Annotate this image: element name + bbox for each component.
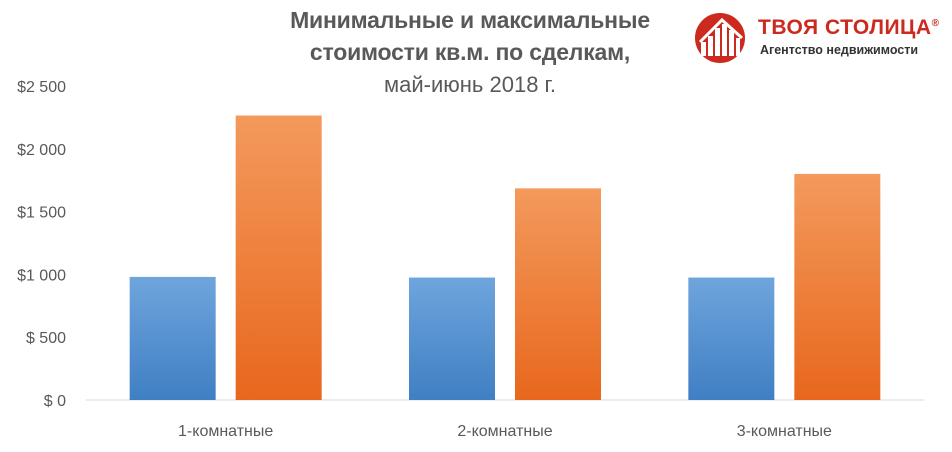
y-tick-label: $1 000 bbox=[17, 267, 66, 284]
chart-subtitle: май-июнь 2018 г. bbox=[384, 72, 556, 97]
y-tick-label: $ 0 bbox=[44, 393, 66, 410]
y-tick-label: $ 500 bbox=[26, 330, 66, 347]
x-axis-category-labels: 1-комнатные 2-комнатные 3-комнатные bbox=[178, 423, 832, 440]
y-tick-label: $2 000 bbox=[17, 142, 66, 159]
chart-title-line-1: Минимальные и максимальные bbox=[290, 7, 650, 33]
logo-registered-mark: ® bbox=[931, 18, 940, 29]
bar-min-3 bbox=[688, 277, 775, 400]
y-tick-label: $1 500 bbox=[17, 205, 66, 222]
x-category-label: 1-комнатные bbox=[178, 423, 273, 440]
company-logo: ТВОЯ СТОЛИЦА® Агентство недвижимости bbox=[690, 10, 952, 66]
bar-max-1 bbox=[235, 115, 322, 401]
y-axis-tick-labels: $ 0 $ 500 $1 000 $1 500 $2 000 $2 500 bbox=[17, 79, 66, 410]
chart-title: Минимальные и максимальные стоимости кв.… bbox=[255, 4, 685, 100]
bar-min-2 bbox=[409, 277, 495, 400]
bars bbox=[129, 115, 881, 401]
logo-name: ТВОЯ СТОЛИЦА® bbox=[758, 16, 939, 40]
logo-tagline: Агентство недвижимости bbox=[760, 43, 919, 57]
bar-max-2 bbox=[515, 188, 601, 400]
bar-max-3 bbox=[794, 173, 881, 400]
y-tick-label: $2 500 bbox=[17, 79, 66, 96]
logo-building-icon bbox=[695, 13, 745, 63]
bar-min-1 bbox=[129, 276, 216, 400]
x-category-label: 2-комнатные bbox=[457, 423, 552, 440]
x-category-label: 3-комнатные bbox=[737, 423, 832, 440]
logo-name-text: ТВОЯ СТОЛИЦА bbox=[758, 16, 932, 39]
chart-title-line-2: стоимости кв.м. по сделкам, bbox=[309, 39, 631, 65]
